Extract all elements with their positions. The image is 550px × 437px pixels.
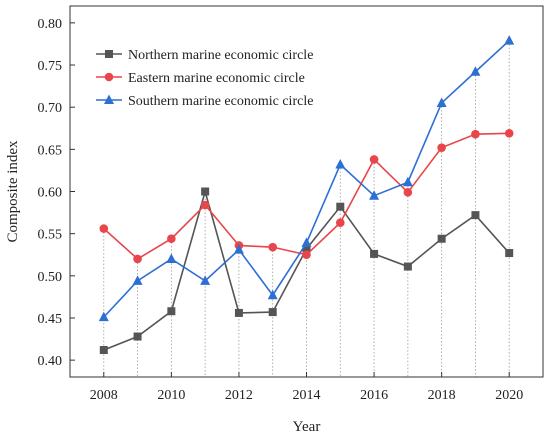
axes: 0.40 0.45 0.50 0.55 0.60 0.65 0.70 0.75 0.80 2008… [38,5,544,403]
legend-marker [104,72,114,82]
data-point [167,234,176,244]
data-point [201,187,210,196]
data-point [471,211,480,220]
legend-marker [105,50,113,58]
data-point [403,262,412,271]
series-line [103,188,510,351]
data-point [470,66,481,76]
legend-label: Eastern marine economic circle [128,71,305,86]
y-tick-label: 0.55 [38,228,63,243]
series-1 [99,187,514,355]
series-layer [98,35,515,355]
data-point [268,308,277,317]
y-tick-label: 0.40 [38,354,63,369]
data-point [402,176,413,187]
data-point [267,289,278,300]
drop-lines [103,40,510,377]
data-point [133,332,142,341]
legend-marker [104,94,114,104]
y-tick-label: 0.80 [38,17,63,32]
data-point [504,35,515,45]
data-point [505,249,514,258]
data-point [336,202,345,211]
legend-label: Northern marine economic circle [128,48,313,63]
data-point [268,242,278,252]
data-point [133,254,142,264]
data-point [335,159,346,169]
data-point [234,308,243,317]
x-axis-title: Year [293,419,321,435]
data-point [403,188,413,197]
data-point [200,275,211,285]
y-axis-title: Composite index [5,140,21,243]
x-tick-label: 2020 [495,388,523,403]
data-point [98,311,109,322]
x-tick-label: 2014 [293,388,321,403]
y-tick-label: 0.65 [38,143,63,158]
x-tick-label: 2012 [225,388,253,403]
y-tick-label: 0.70 [38,101,63,116]
data-point [167,307,176,316]
y-tick-label: 0.45 [38,312,63,327]
data-point [99,346,108,355]
legend-entry: Eastern marine economic circle [96,71,305,86]
y-tick-label: 0.50 [38,270,63,285]
data-point [132,275,143,285]
data-point [200,200,210,210]
data-point [335,218,345,227]
data-point [504,129,514,138]
y-tick-label: 0.75 [38,59,63,74]
x-tick-label: 2008 [90,388,118,403]
legend-entry: Southern marine economic circle [96,94,313,109]
legend: Northern marine economic circle Eastern m… [96,48,313,109]
data-point [437,234,446,243]
y-tick-label: 0.60 [38,186,63,201]
data-point [302,250,311,260]
data-point [166,253,177,263]
data-point [369,155,379,164]
data-point [233,244,244,254]
data-point [99,224,109,233]
data-point [437,143,446,152]
series-3 [98,35,515,322]
x-tick-label: 2016 [360,388,388,403]
data-point [471,129,480,139]
legend-entry: Northern marine economic circle [96,48,313,63]
x-tick-label: 2018 [428,388,456,403]
data-point [370,249,379,258]
data-point [302,244,311,253]
data-point [436,97,447,107]
x-tick-label: 2010 [157,388,185,403]
data-point [301,237,312,247]
legend-label: Southern marine economic circle [128,94,313,109]
data-point [369,190,380,200]
